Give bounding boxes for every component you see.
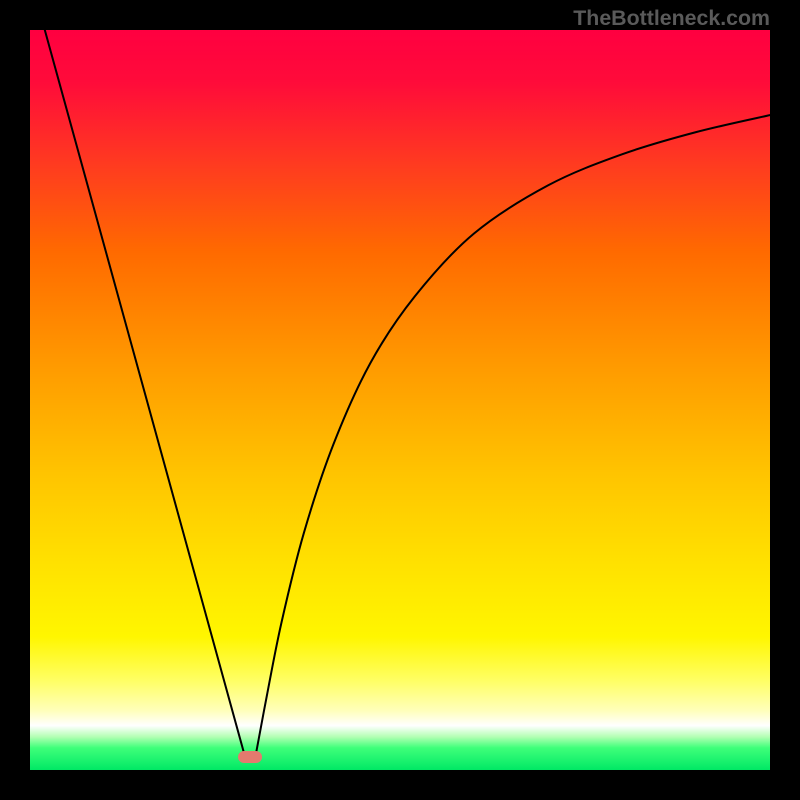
vertex-marker — [238, 751, 262, 763]
watermark-text: TheBottleneck.com — [573, 6, 770, 31]
plot-svg — [30, 30, 770, 770]
gradient-background — [30, 30, 770, 770]
plot-area — [30, 30, 770, 770]
chart-container: TheBottleneck.com — [0, 0, 800, 800]
